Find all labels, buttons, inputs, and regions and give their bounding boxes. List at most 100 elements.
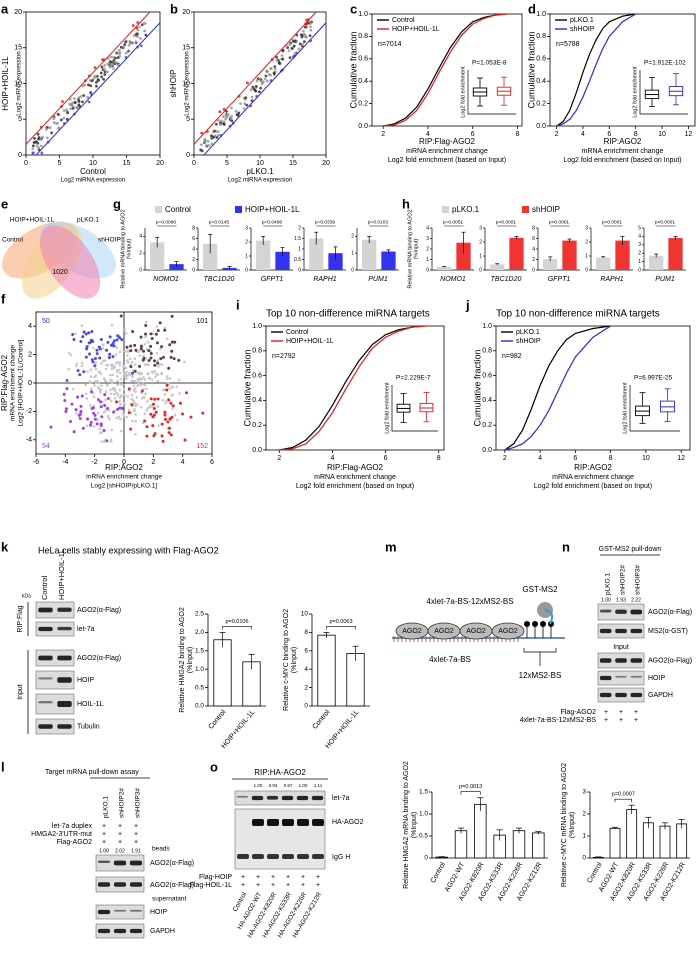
y-tick-label: 3 (585, 225, 588, 231)
scatter-dot (141, 358, 145, 362)
scatter-dot (79, 404, 83, 408)
y-tick-label: 1 (351, 251, 354, 257)
y-tick-label: 1.0 (195, 666, 204, 673)
scatter-dot (261, 81, 265, 84)
x-tick-label: 2 (277, 455, 281, 462)
scatter-dot (254, 89, 258, 93)
blot-band (113, 909, 127, 912)
quant-label: 0.93 (269, 783, 278, 788)
panel-letter: j (465, 297, 470, 312)
scatter-dot (149, 412, 153, 416)
row-mark: + (286, 882, 290, 889)
x-axis-label: RIP:AGO2 (105, 463, 143, 472)
y-tick-label: 4 (192, 246, 195, 252)
quadrant-count: 101 (196, 318, 208, 325)
row-mark: + (134, 831, 138, 838)
bar (317, 634, 336, 707)
scatter-dot (207, 144, 211, 147)
y-axis-label: Relative mRNA binding to AGO2 (407, 209, 413, 288)
blot-band (113, 928, 127, 934)
scatter-dot (69, 107, 72, 111)
scatter-dot (89, 338, 93, 342)
panel-letter: k (1, 539, 9, 554)
scatter-dot (144, 363, 148, 366)
blot-band (282, 819, 294, 826)
blot-band (57, 607, 72, 612)
y-axis-label: HOIP+HOIL-1L (1, 56, 10, 111)
x-tick-label: 8 (437, 455, 441, 462)
inset-y-label: Log2 fold enrichment (632, 66, 638, 118)
scatter-dot (82, 370, 86, 374)
scatter-dot (142, 375, 145, 379)
y-tick-label: 1.5 (294, 236, 301, 242)
row-label: Flag-AGO2 (57, 839, 93, 846)
scatter-dot (127, 387, 131, 391)
scatter-dot (301, 29, 305, 33)
scatter-dot (117, 51, 121, 55)
scatter-dot (100, 384, 103, 388)
scatter-dot (86, 370, 89, 373)
scatter-dot (264, 69, 268, 73)
y-tick-label: 0.8 (252, 348, 262, 355)
y-tick-label: 1 (638, 259, 641, 265)
scatter-dot (31, 144, 35, 148)
y-tick-label: 0 (139, 267, 142, 273)
blot-band (57, 701, 72, 707)
scatter-dot (153, 432, 157, 436)
scatter-dot (77, 413, 81, 417)
y-axis-label: Relative c-MYC binding to AGO2 (283, 609, 290, 711)
scatter-dot (80, 324, 84, 327)
scatter-dot (103, 70, 107, 74)
y-tick-label: 10 (14, 80, 22, 87)
scatter-dot (120, 338, 124, 342)
scatter-dot (95, 352, 99, 356)
gene-label: TBC1D20 (491, 276, 522, 283)
y-tick-label: 2 (298, 225, 301, 231)
scatter-dot (309, 28, 313, 32)
scatter-dot (173, 340, 177, 344)
x-tick-label: 4 (330, 455, 334, 462)
scatter-dot (280, 54, 284, 57)
scatter-dot (97, 78, 101, 82)
bar (275, 251, 290, 270)
scatter-dot (63, 399, 67, 403)
x-tick-label: 4 (581, 131, 585, 138)
legend-label: Control (286, 329, 309, 336)
scatter-dot (288, 56, 292, 60)
scatter-dot (166, 420, 170, 424)
y-axis-label: Relative HMGA2 mRNA binding to AGO2 (403, 761, 410, 889)
scatter-dot (65, 118, 69, 121)
lane-label: pLKO.1 (103, 796, 110, 818)
scatter-dot (116, 361, 120, 364)
blot (35, 670, 75, 690)
scatter-dot (94, 81, 98, 84)
scatter-dot (138, 376, 142, 380)
scatter-dot (52, 116, 56, 120)
scatter-dot (246, 81, 249, 85)
scatter-dot (157, 424, 160, 427)
cdf-line (279, 325, 426, 451)
scatter-dot (152, 407, 156, 411)
significance-bracket (460, 791, 481, 795)
blot-band (97, 882, 111, 887)
row-mark: + (271, 874, 275, 881)
x-axis-label: Log2 fold enrichment (based on Input) (296, 483, 414, 490)
group-label: supernatant (152, 896, 187, 903)
scatter-dot (133, 408, 137, 411)
scatter-dot (109, 438, 113, 441)
n-label: n=2792 (272, 353, 296, 360)
x-axis-label: Log2 fold enrichment (based on Input) (388, 157, 506, 164)
scatter-dot (215, 136, 219, 139)
y-tick-label: 2 (426, 246, 429, 252)
cdf-line (556, 13, 636, 127)
band-label: HOIP (77, 677, 94, 684)
blot-band (599, 628, 612, 634)
scatter-dot (145, 425, 149, 429)
y-tick-label: 8 (192, 225, 195, 231)
scatter-dot (230, 106, 233, 110)
scatter-dot (165, 375, 169, 378)
y-tick-label: 3 (638, 242, 641, 248)
scatter-dot (295, 33, 299, 37)
blot-band (615, 658, 627, 663)
